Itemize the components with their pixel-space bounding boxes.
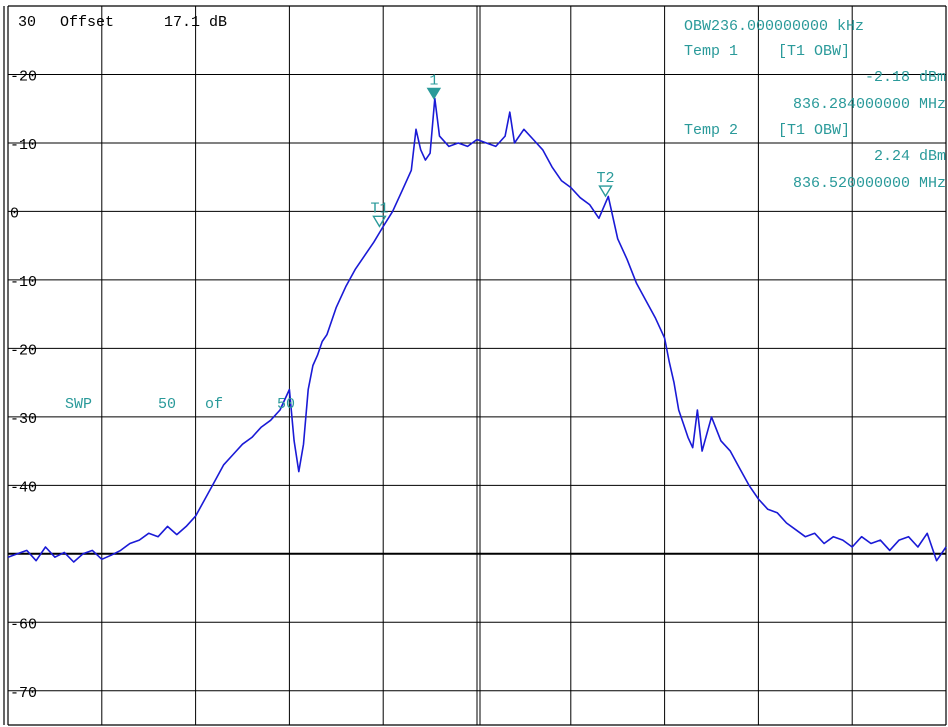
offset-label: Offset: [60, 14, 114, 31]
markers: 1 T1 T2: [370, 72, 615, 228]
marker-t2-label: T2: [596, 170, 614, 187]
y-tick-label: -20: [10, 342, 37, 359]
spectrum-trace: [7, 97, 947, 563]
sweep-total: 50: [277, 396, 295, 413]
marker-t1-triangle: [372, 215, 387, 228]
y-tick-label: -10: [10, 274, 37, 291]
obw-value: 236.000000000 kHz: [711, 18, 864, 35]
y-tick-labels: -20 -10 0 -10 -20 -30 -40 -60 -70: [10, 68, 37, 701]
y-tick-label: -20: [10, 68, 37, 85]
y-tick-label: 0: [10, 205, 19, 222]
y-tick-label: -30: [10, 411, 37, 428]
temp2-ref: [T1 OBW]: [778, 122, 850, 139]
temp1-ref: [T1 OBW]: [778, 43, 850, 60]
temp2-level: 2.24 dBm: [874, 148, 946, 165]
sweep-label: SWP: [65, 396, 92, 413]
y-tick-label: -10: [10, 137, 37, 154]
marker-t1-label: T1: [370, 200, 388, 217]
temp1-level: -2.18 dBm: [865, 69, 946, 86]
marker-1-triangle: [426, 87, 442, 100]
offset-value: 17.1 dB: [164, 14, 227, 31]
sweep-count: 50: [158, 396, 176, 413]
temp1-freq: 836.284000000 MHz: [793, 96, 946, 113]
y-tick-label: -70: [10, 685, 37, 702]
grid: [3, 5, 947, 726]
temp2-label: Temp 2: [684, 122, 738, 139]
temp1-label: Temp 1: [684, 43, 738, 60]
ref-level-label: 30: [18, 14, 36, 31]
marker-1-label: 1: [429, 72, 438, 89]
y-tick-label: -40: [10, 479, 37, 496]
trace-group: [7, 97, 947, 563]
marker-t2-triangle: [598, 185, 613, 198]
obw-label: OBW: [684, 18, 711, 35]
temp2-freq: 836.520000000 MHz: [793, 175, 946, 192]
sweep-of: of: [205, 396, 223, 413]
y-tick-label: -60: [10, 616, 37, 633]
